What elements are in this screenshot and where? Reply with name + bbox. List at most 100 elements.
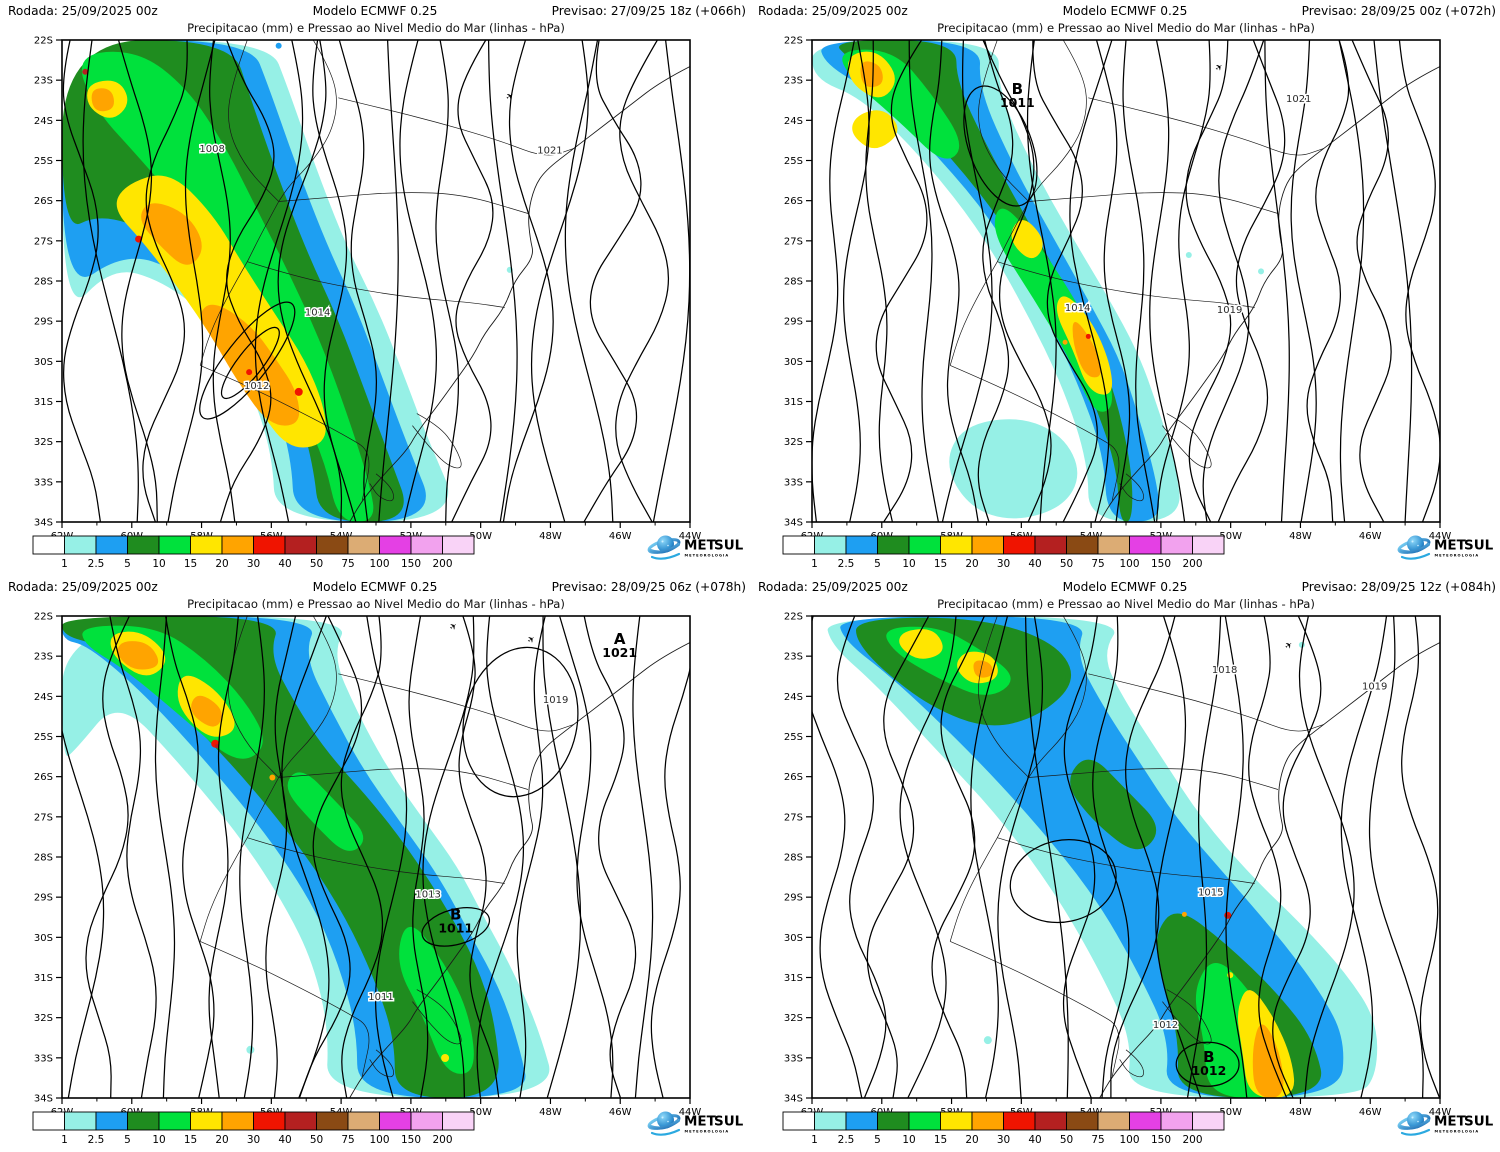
forecast-time-label: Previsao: 27/09/25 18z (+066h) [552, 4, 746, 18]
svg-text:26S: 26S [784, 196, 803, 207]
svg-text:32S: 32S [34, 1013, 53, 1024]
svg-text:28S: 28S [34, 853, 53, 864]
logo-text-met: MET [684, 1114, 717, 1130]
svg-text:32S: 32S [784, 437, 803, 448]
svg-text:1008: 1008 [199, 144, 224, 155]
legend-swatch [1129, 535, 1162, 555]
svg-text:27S: 27S [34, 236, 53, 247]
forecast-time-label: Previsao: 28/09/25 00z (+072h) [1302, 4, 1496, 18]
legend-swatch [1160, 535, 1193, 555]
svg-text:50W: 50W [1219, 1107, 1242, 1118]
precip-shading [812, 40, 1265, 522]
isobar-lines [812, 40, 1440, 522]
svg-text:34S: 34S [34, 518, 53, 529]
legend-tick-label: 75 [341, 558, 354, 570]
legend-tick-label: 100 [369, 558, 389, 570]
legend-swatch [442, 1111, 475, 1131]
svg-text:23S: 23S [34, 652, 53, 663]
svg-text:24S: 24S [34, 692, 53, 703]
svg-text:1021: 1021 [537, 145, 562, 156]
legend-swatch [845, 1111, 878, 1131]
run-label: Rodada: 25/09/2025 00z [758, 4, 908, 18]
legend-tick-label: 1 [811, 1134, 818, 1146]
svg-text:1012: 1012 [1153, 1020, 1178, 1031]
svg-text:29S: 29S [784, 317, 803, 328]
map-title: Precipitacao (mm) e Pressao ao Nivel Med… [187, 597, 565, 611]
legend-tick-label: 20 [215, 1134, 228, 1146]
legend-swatch [158, 1111, 191, 1131]
map-title: Precipitacao (mm) e Pressao ao Nivel Med… [937, 21, 1315, 35]
svg-text:25S: 25S [784, 732, 803, 743]
legend-tick-label: 2.5 [838, 558, 855, 570]
svg-text:22S: 22S [34, 36, 53, 47]
logo-subtitle: METEOROLOGIA [1435, 1130, 1480, 1134]
legend-tick-label: 100 [1119, 1134, 1139, 1146]
legend-swatch [1192, 1111, 1225, 1131]
model-label: Modelo ECMWF 0.25 [313, 4, 438, 18]
logo-text-sul: SUL [1464, 1114, 1494, 1130]
legend-tick-label: 150 [401, 558, 421, 570]
svg-text:30S: 30S [784, 933, 803, 944]
legend-tick-label: 100 [1119, 558, 1139, 570]
svg-text:26S: 26S [34, 772, 53, 783]
precip-legend: 1 2.5 5 10 15 20 30 40 50 75 100 150 200 [32, 1111, 475, 1146]
logo-text-met: MET [684, 538, 717, 554]
svg-text:B: B [1012, 80, 1023, 98]
svg-text:33S: 33S [784, 1053, 803, 1064]
forecast-time-label: Previsao: 28/09/25 06z (+078h) [552, 580, 746, 594]
legend-swatch [127, 1111, 160, 1131]
legend-swatch [1003, 1111, 1036, 1131]
svg-text:1011: 1011 [1000, 95, 1035, 110]
svg-text:25S: 25S [784, 156, 803, 167]
legend-tick-label: 20 [215, 558, 228, 570]
svg-text:44W: 44W [1429, 531, 1452, 542]
legend-tick-label: 15 [184, 1134, 197, 1146]
legend-swatch [782, 535, 815, 555]
planet-ring-front-icon [1399, 1119, 1430, 1130]
logo-text-met: MET [1434, 1114, 1467, 1130]
legend-tick-label: 75 [1091, 558, 1104, 570]
svg-text:24S: 24S [784, 116, 803, 127]
svg-text:22S: 22S [784, 36, 803, 47]
svg-text:1021: 1021 [1286, 94, 1311, 105]
legend-swatch [32, 535, 65, 555]
svg-text:27S: 27S [784, 236, 803, 247]
svg-text:50W: 50W [1219, 531, 1242, 542]
svg-text:1012: 1012 [244, 381, 269, 392]
legend-swatch [908, 1111, 941, 1131]
svg-text:23S: 23S [34, 76, 53, 87]
svg-text:A: A [614, 630, 626, 648]
legend-tick-label: 75 [1091, 1134, 1104, 1146]
legend-swatch [95, 535, 128, 555]
legend-tick-label: 2.5 [838, 1134, 855, 1146]
legend-tick-label: 40 [1028, 558, 1041, 570]
legend-tick-label: 75 [341, 1134, 354, 1146]
legend-tick-label: 20 [965, 558, 978, 570]
svg-text:1021: 1021 [602, 645, 637, 660]
map-canvas: 101910131011A1021B1011✈✈22S23S24S25S26S2… [34, 612, 701, 1119]
plane-icon: ✈ [505, 91, 517, 104]
planet-ring-front-icon [649, 543, 680, 554]
legend-tick-label: 10 [902, 1134, 915, 1146]
legend-tick-label: 5 [874, 558, 881, 570]
legend-swatch [971, 535, 1004, 555]
map-canvas: 1018101910151012B1012✈22S23S24S25S26S27S… [784, 612, 1451, 1119]
legend-swatch [971, 1111, 1004, 1131]
svg-text:23S: 23S [784, 76, 803, 87]
model-label: Modelo ECMWF 0.25 [1063, 580, 1188, 594]
legend-swatch [64, 1111, 97, 1131]
svg-text:46W: 46W [1359, 531, 1382, 542]
svg-text:48W: 48W [1289, 531, 1312, 542]
legend-swatch [410, 1111, 443, 1131]
run-label: Rodada: 25/09/2025 00z [758, 580, 908, 594]
svg-text:34S: 34S [784, 518, 803, 529]
legend-tick-label: 200 [432, 558, 452, 570]
svg-text:50W: 50W [469, 1107, 492, 1118]
legend-tick-label: 200 [1182, 1134, 1202, 1146]
svg-text:1019: 1019 [1362, 682, 1387, 693]
plane-icon: ✈ [1283, 640, 1295, 653]
